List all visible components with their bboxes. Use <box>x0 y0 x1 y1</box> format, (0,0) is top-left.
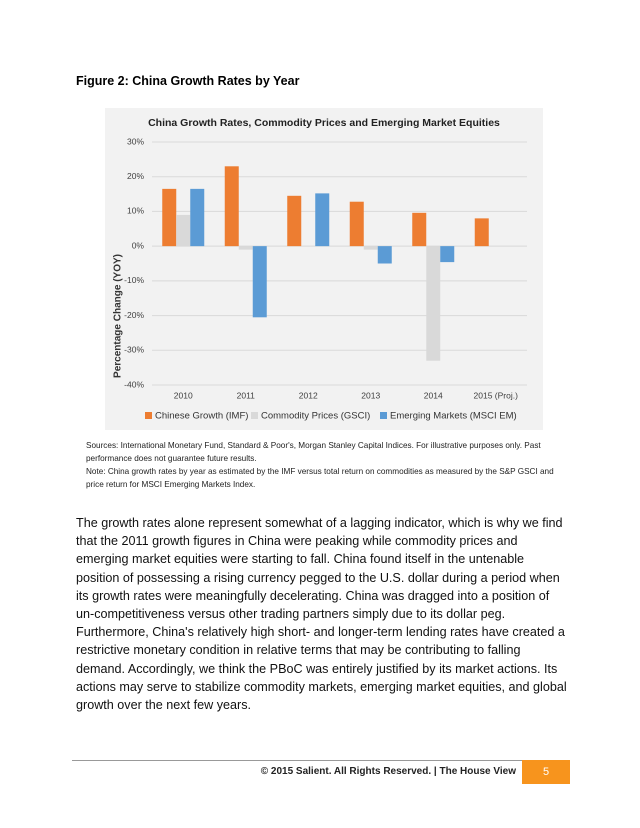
x-tick-label: 2011 <box>237 390 256 400</box>
footer-rule <box>72 760 570 761</box>
legend-label: Commodity Prices (GSCI) <box>261 411 370 422</box>
y-tick-label: 0% <box>132 240 145 250</box>
footer-text: © 2015 Salient. All Rights Reserved. | T… <box>260 766 516 777</box>
bar <box>474 218 489 247</box>
legend-swatch <box>145 412 152 419</box>
y-axis-label: Percentage Change (YOY) <box>113 254 124 378</box>
bar <box>412 212 427 247</box>
chart: China Growth Rates, Commodity Prices and… <box>105 108 543 430</box>
chart-background <box>105 108 543 430</box>
y-tick-label: -10% <box>124 275 144 285</box>
x-tick-label: 2012 <box>299 390 318 400</box>
y-tick-label: -40% <box>124 379 144 389</box>
legend-label: Emerging Markets (MSCI EM) <box>390 411 517 422</box>
x-tick-label: 2014 <box>424 390 443 400</box>
bar <box>224 166 239 247</box>
bar <box>238 246 253 250</box>
legend-swatch <box>251 412 258 419</box>
y-tick-label: 30% <box>127 136 144 146</box>
bar <box>287 195 302 247</box>
chart-title: China Growth Rates, Commodity Prices and… <box>148 117 500 129</box>
sources-note: Sources: International Monetary Fund, St… <box>86 441 541 463</box>
y-tick-label: 10% <box>127 206 144 216</box>
bar <box>252 246 267 318</box>
bar <box>440 246 455 263</box>
bar <box>377 246 392 264</box>
bar <box>426 246 441 361</box>
legend-swatch <box>380 412 387 419</box>
bar <box>176 214 191 247</box>
note: Note: China growth rates by year as esti… <box>86 467 554 489</box>
y-tick-label: -20% <box>124 310 144 320</box>
figure-title: Figure 2: China Growth Rates by Year <box>76 74 300 88</box>
body-text: The growth rates alone represent somewha… <box>76 516 567 713</box>
bar <box>162 188 177 247</box>
bar <box>363 246 378 250</box>
page-number: 5 <box>522 760 570 784</box>
bar <box>190 188 205 247</box>
y-tick-label: 20% <box>127 171 144 181</box>
y-tick-label: -30% <box>124 345 144 355</box>
bar <box>315 193 330 247</box>
x-tick-label: 2015 (Proj.) <box>474 390 519 400</box>
legend-label: Chinese Growth (IMF) <box>155 411 248 422</box>
bar <box>349 201 364 247</box>
x-tick-label: 2013 <box>361 390 380 400</box>
x-tick-label: 2010 <box>174 390 193 400</box>
